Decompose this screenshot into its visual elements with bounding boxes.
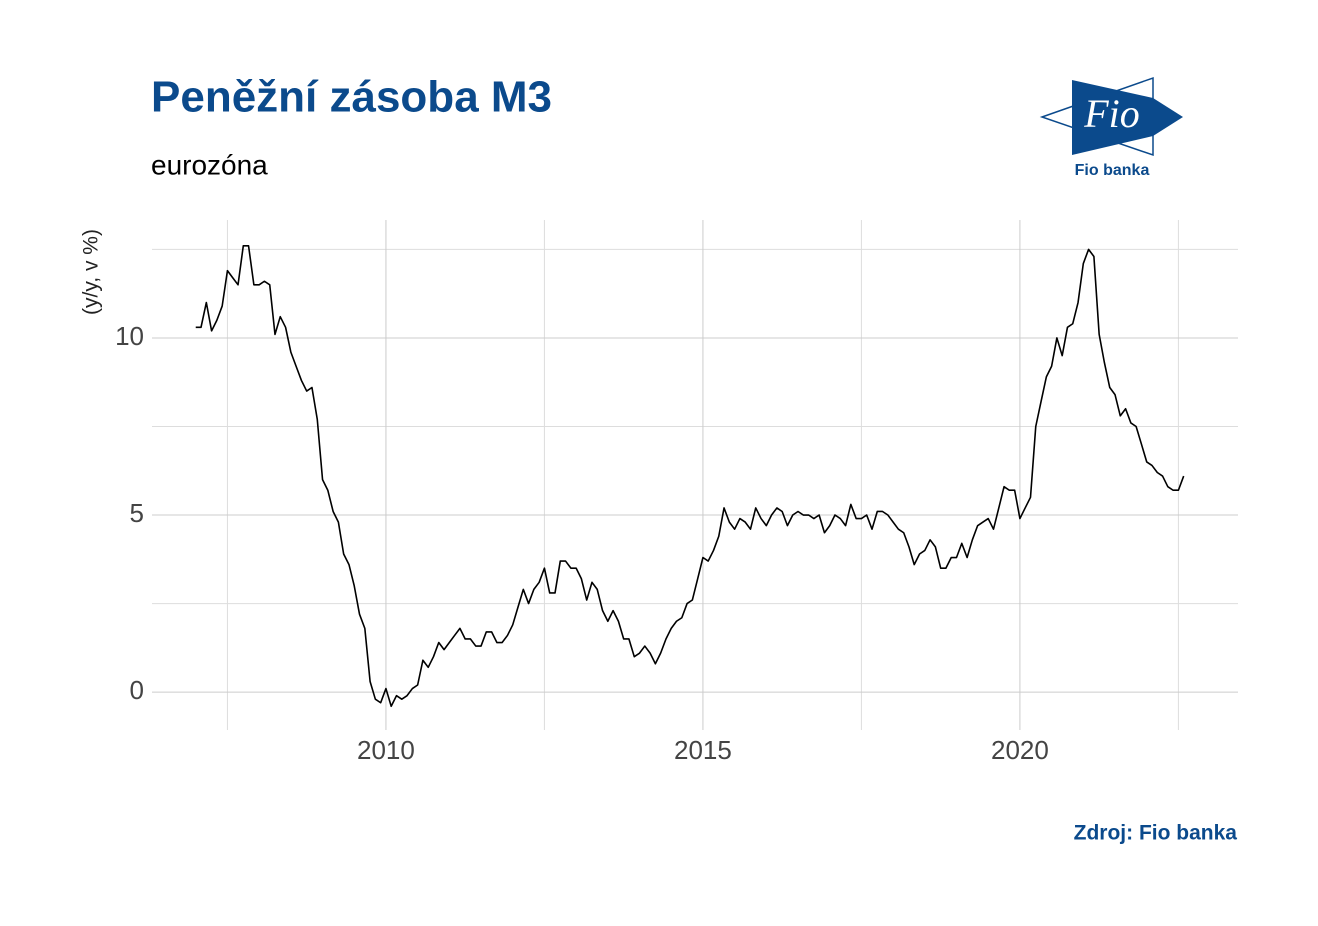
x-tick-label: 2020: [991, 735, 1049, 765]
logo: Fio Fio banka: [1039, 76, 1183, 179]
chart-title: Peněžní zásoba M3: [151, 73, 552, 122]
chart-subtitle: eurozóna: [151, 149, 268, 180]
source: Zdroj: Fio banka: [1074, 822, 1238, 845]
line: [195, 245, 1185, 708]
y-axis-label: (y/y, v %): [80, 229, 103, 315]
x-tick-label: 2015: [674, 735, 732, 765]
logo-mark: Fio: [1083, 91, 1140, 136]
plot: [195, 245, 1185, 708]
logo-shape: [1072, 80, 1183, 155]
y-tick-label: 10: [115, 321, 144, 351]
y-tick-label: 0: [130, 675, 144, 705]
logo-name: Fio banka: [1075, 162, 1150, 179]
x-tick-label: 2010: [357, 735, 415, 765]
grid: 2010 2015 2020 0 5 10: [115, 220, 1238, 765]
y-tick-label: 5: [130, 498, 144, 528]
